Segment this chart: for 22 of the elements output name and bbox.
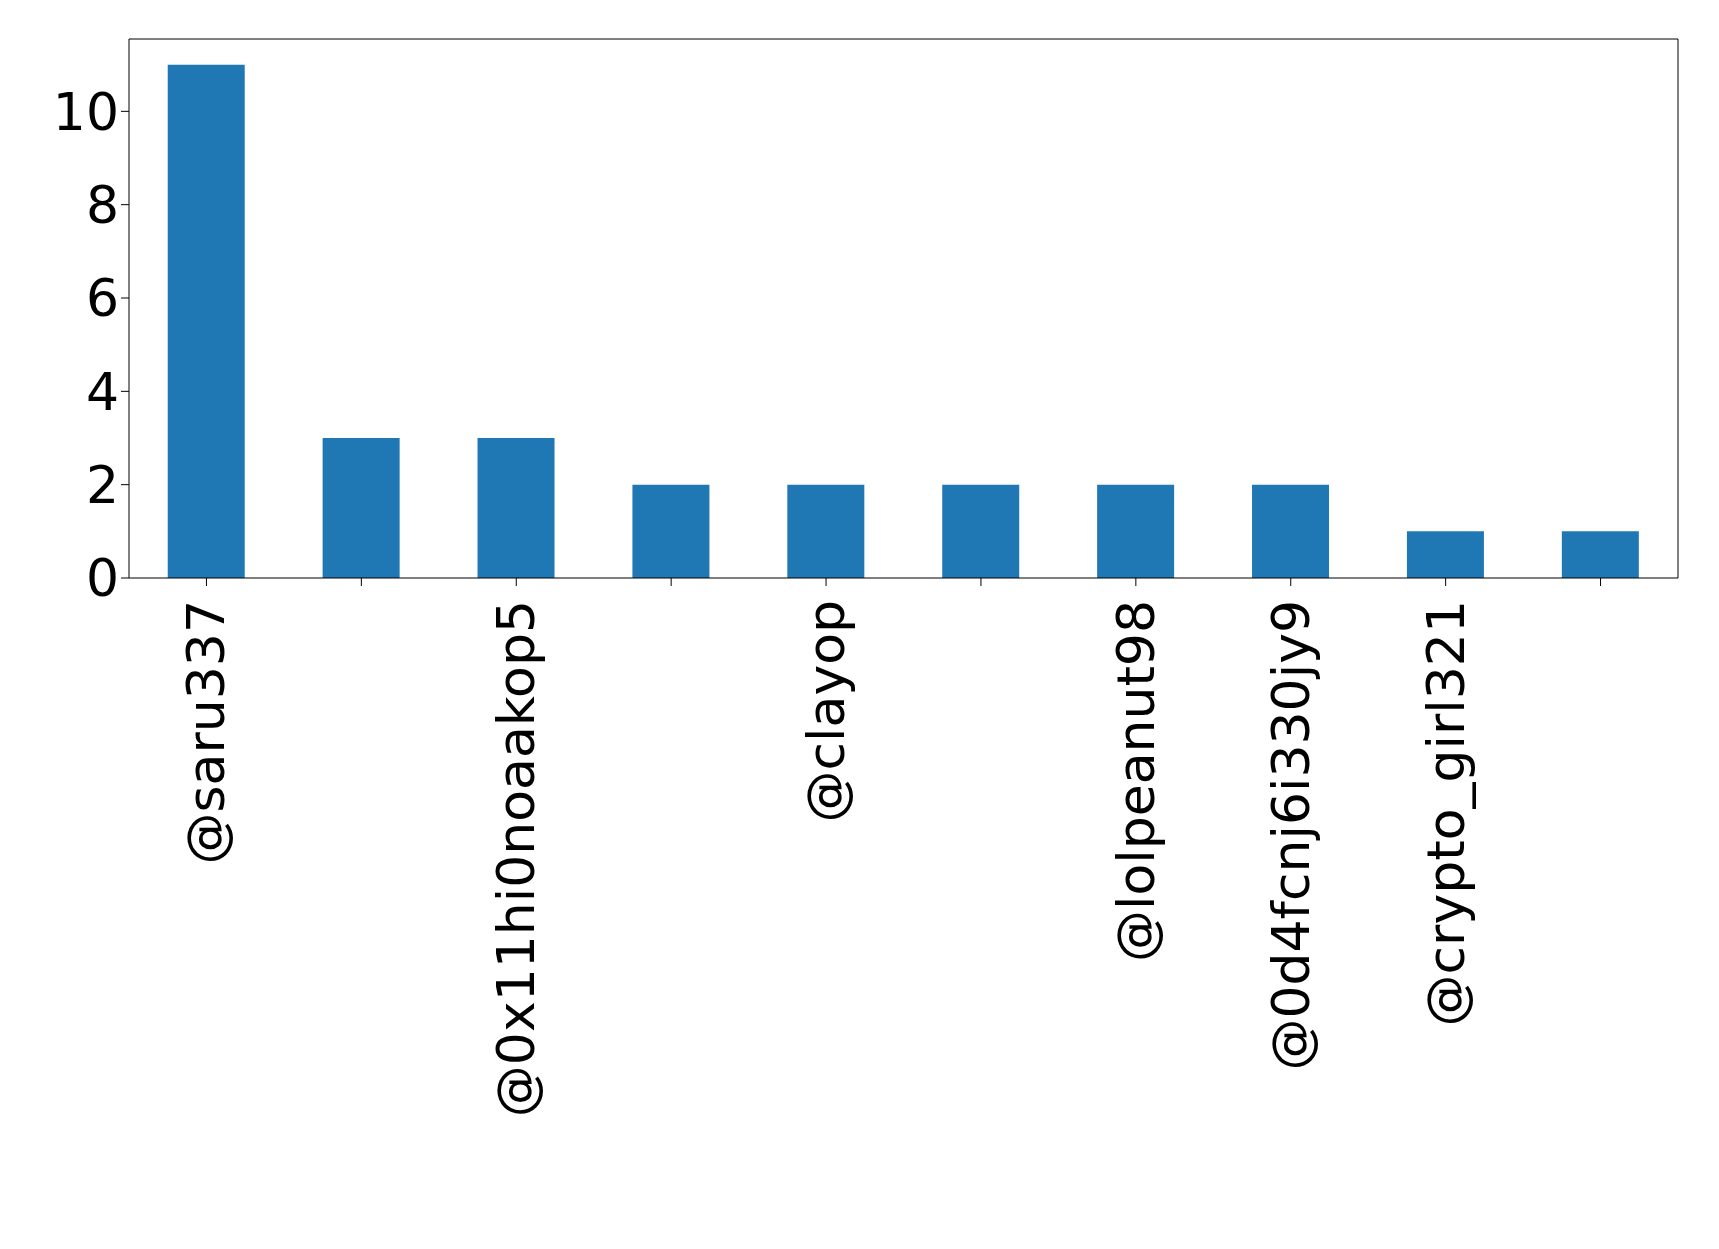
y-tick-label: 8 xyxy=(85,175,119,236)
x-tick-label: @0d4fcnj6i330jy9 xyxy=(1260,600,1321,1071)
y-tick-label: 6 xyxy=(85,268,119,329)
bar xyxy=(1097,484,1175,578)
bar xyxy=(322,438,400,578)
x-tick-label: @0x11hi0noaakop5 xyxy=(486,600,547,1118)
y-tick-label: 2 xyxy=(85,455,119,516)
bar xyxy=(632,484,710,578)
bar xyxy=(1561,531,1639,578)
bar xyxy=(787,484,865,578)
y-tick-label: 0 xyxy=(85,548,119,609)
x-tick-label: @crypto_girl321 xyxy=(1415,600,1476,1027)
bar xyxy=(1252,484,1330,578)
bar xyxy=(1406,531,1484,578)
x-tick-label: @clayop xyxy=(796,600,857,823)
bar xyxy=(477,438,555,578)
bar xyxy=(167,64,245,578)
x-tick-label: @lolpeanut98 xyxy=(1105,600,1166,963)
bar xyxy=(942,484,1020,578)
y-tick-label: 4 xyxy=(85,361,119,422)
x-tick-label: @saru337 xyxy=(176,600,237,865)
y-tick-label: 10 xyxy=(52,81,119,142)
